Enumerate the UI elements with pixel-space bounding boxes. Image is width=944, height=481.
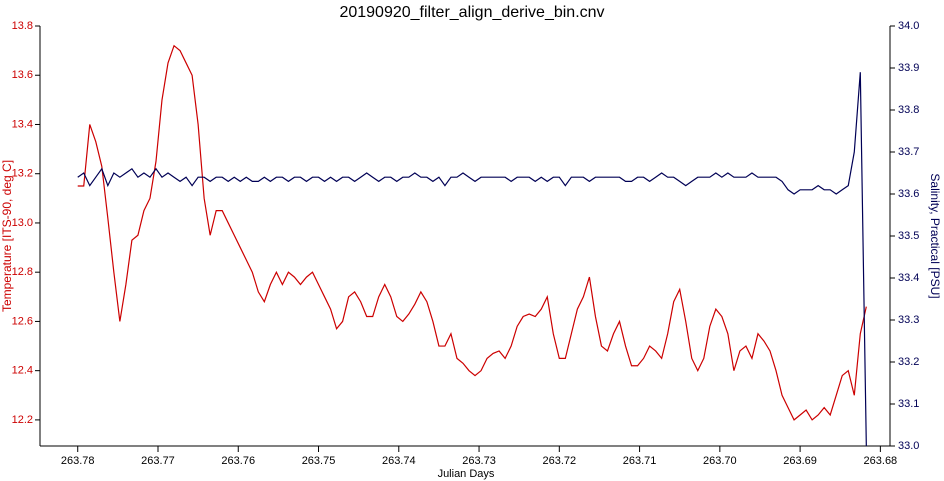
series-line	[77, 72, 867, 447]
y2-tick-label: 33.9	[898, 62, 919, 74]
x-tick-label: 263.73	[462, 455, 496, 467]
y2-tick-label: 33.0	[898, 440, 919, 452]
y-tick-label: 12.2	[12, 414, 33, 426]
y-tick-label: 12.8	[12, 266, 33, 278]
y2-tick-label: 33.7	[898, 146, 919, 158]
y-axis-label: Temperature [ITS-90, deg C]	[0, 160, 14, 312]
x-tick-label: 263.77	[141, 455, 175, 467]
y2-tick-label: 33.2	[898, 356, 919, 368]
y2-tick-label: 33.8	[898, 104, 919, 116]
x-tick-label: 263.68	[864, 455, 898, 467]
y-tick-label: 13.8	[12, 20, 33, 32]
y2-tick-label: 33.6	[898, 188, 919, 200]
y-tick-label: 13.6	[12, 69, 33, 81]
y-tick-label: 13.0	[12, 217, 33, 229]
y2-tick-label: 33.3	[898, 314, 919, 326]
x-tick-label: 263.72	[542, 455, 576, 467]
y-tick-label: 12.6	[12, 315, 33, 327]
x-tick-label: 263.71	[623, 455, 657, 467]
y2-tick-label: 33.4	[898, 272, 919, 284]
x-tick-label: 263.75	[302, 455, 336, 467]
chart-title: 20190920_filter_align_derive_bin.cnv	[339, 4, 604, 21]
x-tick-label: 263.69	[783, 455, 817, 467]
x-tick-label: 263.78	[61, 455, 95, 467]
y-tick-label: 12.4	[12, 365, 33, 377]
y-tick-label: 13.4	[12, 118, 33, 130]
x-tick-label: 263.76	[221, 455, 255, 467]
y2-tick-label: 33.1	[898, 398, 919, 410]
y2-tick-label: 34.0	[898, 20, 919, 32]
x-axis-label: Julian Days	[438, 468, 495, 480]
y2-tick-label: 33.5	[898, 230, 919, 242]
y2-axis-label: Salinity, Practical [PSU]	[928, 173, 942, 298]
x-tick-label: 263.74	[382, 455, 416, 467]
x-tick-label: 263.70	[703, 455, 737, 467]
series-line	[77, 44, 867, 421]
y-tick-label: 13.2	[12, 168, 33, 180]
